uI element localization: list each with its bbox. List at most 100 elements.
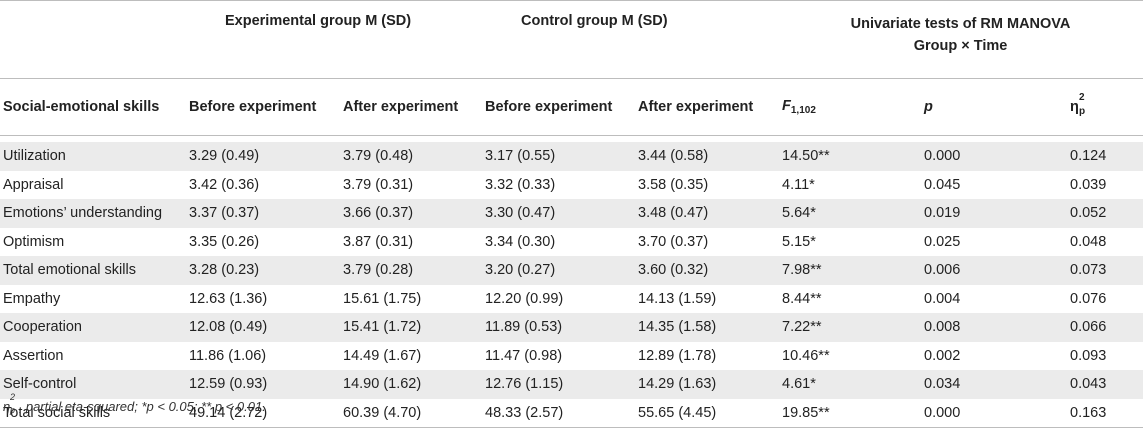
cell-exp-before: 3.35 (0.26) — [185, 227, 339, 256]
footnote-text: , partial eta-squared; *p < 0.05; ** p <… — [18, 399, 266, 414]
cell-ctl-after: 14.29 (1.63) — [634, 370, 779, 399]
table-row: Total social skills 49.14 (2.72) 60.39 (4.… — [0, 398, 1143, 428]
cell-ctl-after: 3.70 (0.37) — [634, 227, 779, 256]
cell-ctl-before: 12.76 (1.15) — [481, 370, 635, 399]
f-symbol: F — [782, 98, 791, 114]
p-symbol: p — [924, 99, 933, 115]
table-row: Emotions’ understanding 3.37 (0.37) 3.66 (… — [0, 199, 1143, 228]
footnote-eta-subscript: p — [10, 405, 16, 415]
table-row: Utilization 3.29 (0.49) 3.79 (0.48) 3.17 (0… — [0, 142, 1143, 171]
table-row: Optimism 3.35 (0.26) 3.87 (0.31) 3.34 (0.30… — [0, 227, 1143, 256]
table-row: Self-control 12.59 (0.93) 14.90 (1.62) 12.7… — [0, 370, 1143, 399]
cell-ctl-after: 3.44 (0.58) — [634, 142, 779, 171]
col-header-skills: Social-emotional skills — [0, 78, 185, 136]
univariate-tests-line2: Group × Time — [913, 38, 1008, 54]
col-header-exp-after: After experiment — [339, 78, 482, 136]
cell-skill: Appraisal — [0, 170, 185, 199]
group-header-empty — [0, 0, 185, 79]
col-header-f: F1,102 — [778, 78, 921, 136]
col-header-ctl-before: Before experiment — [481, 78, 635, 136]
cell-exp-after: 14.90 (1.62) — [339, 370, 482, 399]
cell-ctl-before: 11.89 (0.53) — [481, 313, 635, 342]
cell-exp-before: 3.37 (0.37) — [185, 199, 339, 228]
cell-skill: Utilization — [0, 142, 185, 171]
cell-eta: 0.124 — [1066, 142, 1143, 171]
col-header-exp-before: Before experiment — [185, 78, 339, 136]
cell-f: 14.50** — [778, 142, 921, 171]
cell-p: 0.019 — [920, 199, 1067, 228]
cell-eta: 0.043 — [1066, 370, 1143, 399]
f-subscript: 1,102 — [790, 105, 816, 116]
cell-exp-before: 3.42 (0.36) — [185, 170, 339, 199]
cell-f: 8.44** — [778, 284, 921, 313]
cell-eta: 0.073 — [1066, 256, 1143, 285]
cell-skill: Assertion — [0, 341, 185, 370]
eta-symbol: η — [1070, 99, 1079, 115]
cell-ctl-before: 12.20 (0.99) — [481, 284, 635, 313]
cell-ctl-before: 3.30 (0.47) — [481, 199, 635, 228]
cell-exp-before: 3.28 (0.23) — [185, 256, 339, 285]
cell-eta: 0.039 — [1066, 170, 1143, 199]
cell-eta: 0.066 — [1066, 313, 1143, 342]
cell-exp-after: 15.61 (1.75) — [339, 284, 482, 313]
cell-ctl-before: 11.47 (0.98) — [481, 341, 635, 370]
cell-skill: Cooperation — [0, 313, 185, 342]
cell-exp-after: 3.79 (0.31) — [339, 170, 482, 199]
cell-f: 4.11* — [778, 170, 921, 199]
column-header-row: Social-emotional skills Before experimen… — [0, 78, 1143, 136]
cell-skill: Total social skills — [0, 398, 185, 428]
eta-superscript: 2 — [1079, 92, 1085, 103]
col-header-ctl-after: After experiment — [634, 78, 779, 136]
cell-eta: 0.163 — [1066, 398, 1143, 428]
cell-skill: Total emotional skills — [0, 256, 185, 285]
cell-p: 0.025 — [920, 227, 1067, 256]
cell-f: 10.46** — [778, 341, 921, 370]
table-row: Assertion 11.86 (1.06) 14.49 (1.67) 11.47 (… — [0, 341, 1143, 370]
cell-ctl-after: 3.48 (0.47) — [634, 199, 779, 228]
cell-p: 0.045 — [920, 170, 1067, 199]
table-row: Cooperation 12.08 (0.49) 15.41 (1.72) 11.89… — [0, 313, 1143, 342]
cell-p: 0.008 — [920, 313, 1067, 342]
cell-exp-after: 60.39 (4.70) — [339, 398, 482, 428]
cell-skill: Empathy — [0, 284, 185, 313]
footnote-eta-superscript: 2 — [10, 392, 16, 402]
univariate-tests-line1: Univariate tests of RM MANOVA — [850, 16, 1071, 32]
cell-exp-after: 3.66 (0.37) — [339, 199, 482, 228]
cell-exp-after: 3.87 (0.31) — [339, 227, 482, 256]
cell-ctl-after: 3.60 (0.32) — [634, 256, 779, 285]
table-row: Appraisal 3.42 (0.36) 3.79 (0.31) 3.32 (0.3… — [0, 170, 1143, 199]
cell-f: 7.98** — [778, 256, 921, 285]
cell-ctl-before: 3.32 (0.33) — [481, 170, 635, 199]
cell-ctl-before: 3.20 (0.27) — [481, 256, 635, 285]
footnote-eta-symbol: η — [3, 399, 11, 414]
cell-f: 5.15* — [778, 227, 921, 256]
cell-exp-after: 15.41 (1.72) — [339, 313, 482, 342]
experimental-group-header: Experimental group M (SD) — [185, 0, 482, 79]
cell-ctl-after: 3.58 (0.35) — [634, 170, 779, 199]
cell-eta: 0.052 — [1066, 199, 1143, 228]
cell-ctl-before: 3.17 (0.55) — [481, 142, 635, 171]
cell-p: 0.004 — [920, 284, 1067, 313]
cell-exp-after: 3.79 (0.48) — [339, 142, 482, 171]
cell-p: 0.000 — [920, 398, 1067, 428]
cell-p: 0.002 — [920, 341, 1067, 370]
cell-eta: 0.076 — [1066, 284, 1143, 313]
cell-f: 5.64* — [778, 199, 921, 228]
cell-ctl-after: 14.13 (1.59) — [634, 284, 779, 313]
cell-p: 0.034 — [920, 370, 1067, 399]
cell-exp-before: 12.63 (1.36) — [185, 284, 339, 313]
cell-p: 0.000 — [920, 142, 1067, 171]
cell-ctl-before: 3.34 (0.30) — [481, 227, 635, 256]
group-header-row: Experimental group M (SD) Control group … — [0, 0, 1143, 79]
cell-skill: Emotions’ understanding — [0, 199, 185, 228]
cell-exp-after: 14.49 (1.67) — [339, 341, 482, 370]
eta-subscript: p — [1079, 106, 1086, 117]
cell-ctl-after: 14.35 (1.58) — [634, 313, 779, 342]
cell-ctl-before: 48.33 (2.57) — [481, 398, 635, 428]
cell-f: 19.85** — [778, 398, 921, 428]
cell-p: 0.006 — [920, 256, 1067, 285]
table-row: Empathy 12.63 (1.36) 15.61 (1.75) 12.20 (0.… — [0, 284, 1143, 313]
